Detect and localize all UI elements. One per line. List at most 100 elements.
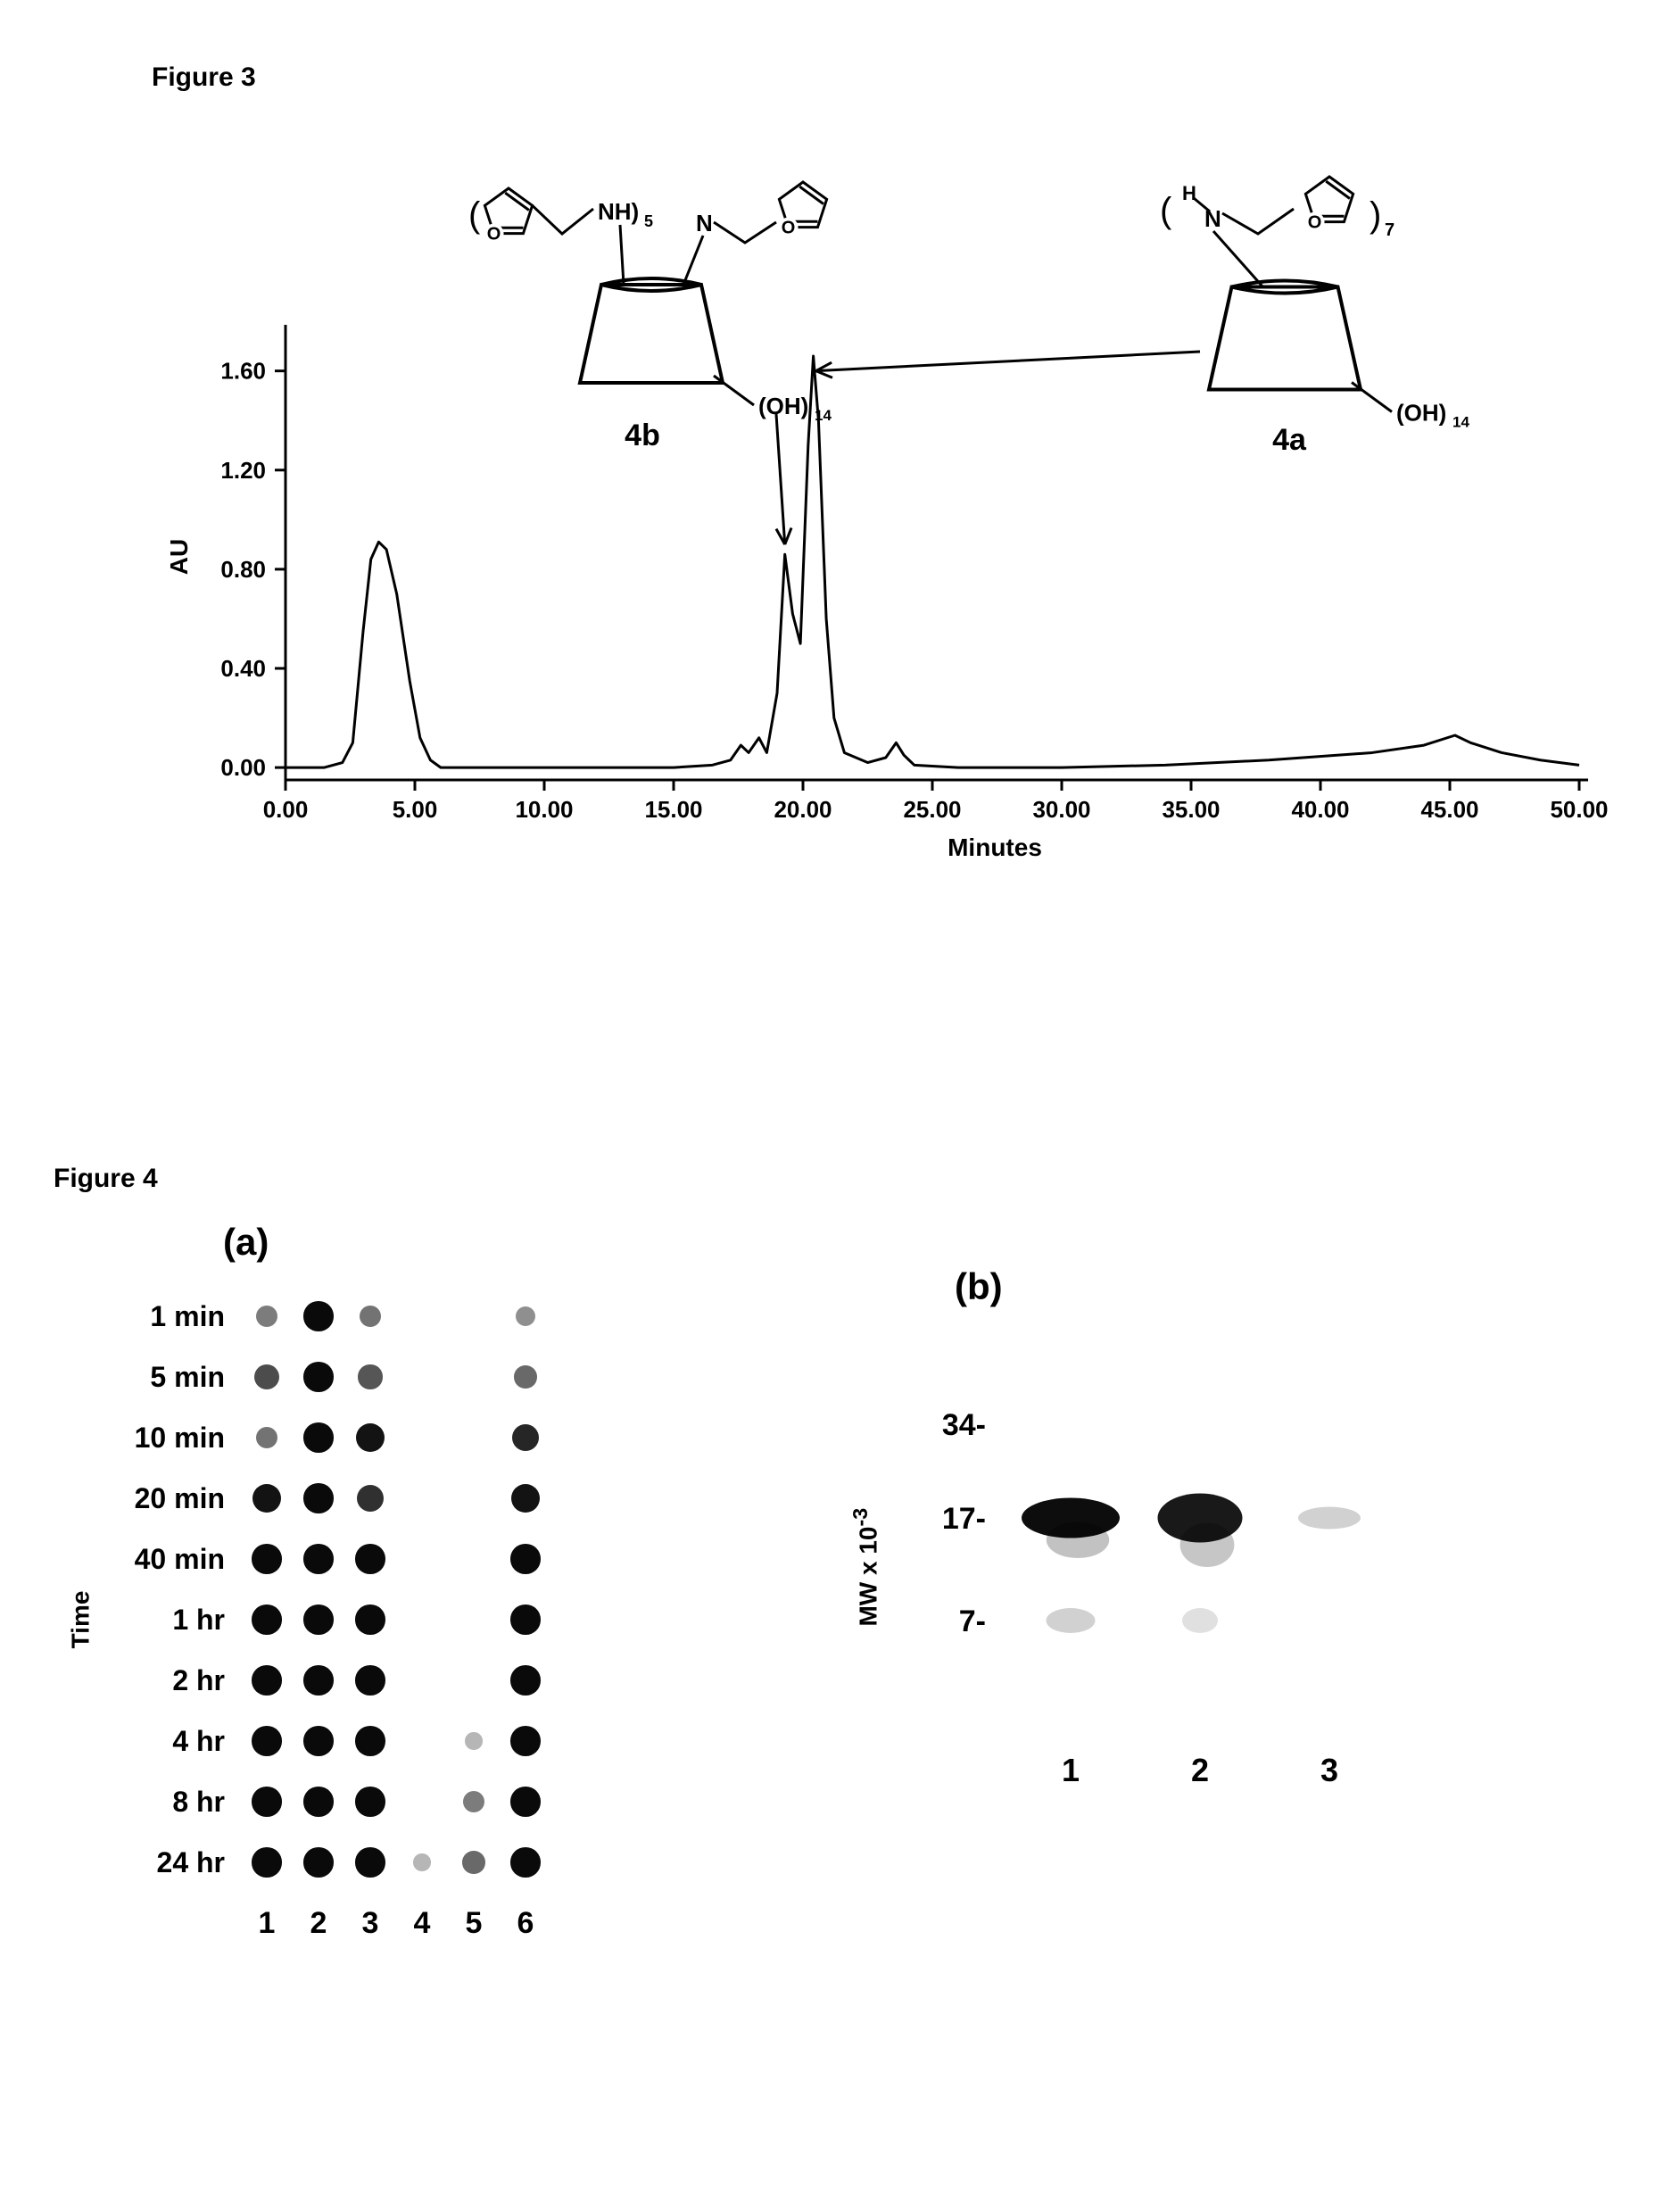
gel-image: 34-17-7-123 [901, 1362, 1615, 1808]
svg-text:25.00: 25.00 [903, 796, 961, 823]
dot-blot-row-label: 20 min [107, 1482, 241, 1515]
dot-blot-col-labels: 123456 [107, 1893, 551, 1953]
dot-blot-row: 10 min [107, 1407, 551, 1468]
dot-blot-spot [252, 1726, 281, 1755]
svg-text:50.00: 50.00 [1550, 796, 1608, 823]
svg-text:O: O [1308, 213, 1322, 233]
dot-blot-spot [254, 1364, 279, 1389]
dot-blot-spot [355, 1726, 385, 1755]
dot-blot-spot [510, 1847, 540, 1877]
dot-blot-cell [500, 1365, 551, 1389]
svg-text:AU: AU [165, 539, 193, 575]
dot-blot-cell [500, 1604, 551, 1634]
figure-4: Figure 4 (a) Time 1 min5 min10 min20 min… [54, 1164, 1624, 1953]
svg-text:7: 7 [1385, 220, 1394, 240]
chromatogram-chart: 0.000.400.801.201.600.005.0010.0015.0020… [107, 129, 1624, 932]
mw-marker-label: 17- [942, 1502, 986, 1536]
dot-blot-spot [355, 1787, 385, 1816]
svg-text:45.00: 45.00 [1420, 796, 1478, 823]
svg-text:O: O [782, 219, 796, 238]
dot-blot-cell [241, 1604, 293, 1634]
dot-blot-col-label: 6 [500, 1906, 551, 1941]
dot-blot-cell [293, 1787, 344, 1816]
dot-blot-cell [293, 1422, 344, 1452]
compound-4a-structure: (HNO)7(OH)144a [816, 177, 1470, 457]
gel-band-smear [1180, 1523, 1235, 1568]
svg-text:5: 5 [644, 212, 653, 230]
dot-blot-col-label: 2 [293, 1906, 344, 1941]
dot-blot-cell [241, 1484, 293, 1513]
dot-blot-row: 24 hr [107, 1832, 551, 1893]
dot-blot-cell [500, 1847, 551, 1877]
dot-blot-spot [252, 1787, 281, 1816]
figure-4-panel-b: (b) MW x 10-3 34-17-7-123 [839, 1265, 1624, 1808]
dot-blot-col-label: 4 [396, 1906, 448, 1941]
mw-marker-label: 34- [942, 1408, 986, 1442]
svg-text:5.00: 5.00 [393, 796, 438, 823]
dot-blot-spot [510, 1604, 540, 1634]
dot-blot-spot [303, 1604, 333, 1634]
dot-blot-spot [256, 1306, 277, 1327]
panel-a-label: (a) [223, 1221, 821, 1264]
svg-text:15.00: 15.00 [644, 796, 702, 823]
dot-blot-spot [413, 1853, 430, 1870]
dot-blot-row-label: 1 hr [107, 1604, 241, 1637]
svg-text:(: ( [1160, 191, 1172, 230]
svg-text:O: O [487, 225, 501, 245]
panel-b-label: (b) [955, 1265, 1624, 1308]
dot-blot-spot [360, 1306, 382, 1328]
svg-text:0.80: 0.80 [220, 556, 266, 583]
dot-blot-row: 1 hr [107, 1589, 551, 1650]
svg-text:(: ( [468, 195, 481, 235]
svg-text:20.00: 20.00 [774, 796, 832, 823]
dot-blot: 1 min 5 min 10 min 20 min 40 min 1 hr 2 hr 4 hr… [107, 1286, 551, 1953]
svg-text:Minutes: Minutes [948, 833, 1042, 861]
svg-text:N: N [696, 210, 713, 236]
dot-blot-spot [252, 1484, 281, 1513]
dot-blot-row-label: 4 hr [107, 1725, 241, 1758]
dot-blot-cell [500, 1787, 551, 1816]
dot-blot-cell [241, 1665, 293, 1695]
svg-text:0.00: 0.00 [263, 796, 309, 823]
dot-blot-row-label: 1 min [107, 1300, 241, 1333]
dot-blot-spot [303, 1847, 333, 1877]
dot-blot-spot [358, 1364, 382, 1389]
dot-blot-spot [303, 1362, 333, 1391]
dot-blot-row: 8 hr [107, 1771, 551, 1832]
dot-blot-cell [293, 1726, 344, 1755]
dot-blot-spot [303, 1726, 333, 1755]
dot-blot-spot [510, 1726, 540, 1755]
dot-blot-cell [241, 1544, 293, 1573]
dot-blot-cell [241, 1787, 293, 1816]
gel-band [1298, 1507, 1361, 1530]
dot-blot-spot [356, 1423, 385, 1452]
svg-text:1.60: 1.60 [220, 358, 266, 385]
dot-blot-row-label: 5 min [107, 1361, 241, 1394]
svg-text:35.00: 35.00 [1162, 796, 1220, 823]
gel-band [1182, 1608, 1218, 1633]
svg-text:0.00: 0.00 [220, 754, 266, 781]
dot-blot-row-label: 24 hr [107, 1846, 241, 1879]
dot-blot-cell [500, 1726, 551, 1755]
panel-b-yaxis-title: MW x 10-3 [848, 1508, 882, 1627]
figure-3: Figure 3 0.000.400.801.201.600.005.0010.… [54, 62, 1624, 932]
svg-text:NH): NH) [598, 198, 639, 225]
dot-blot-spot [463, 1791, 484, 1812]
figure-4-panel-a: (a) Time 1 min5 min10 min20 min40 min1 h… [54, 1221, 821, 1953]
dot-blot-spot [303, 1483, 333, 1513]
dot-blot-cell [241, 1427, 293, 1449]
dot-blot-cell [500, 1484, 551, 1513]
dot-blot-row-label: 40 min [107, 1543, 241, 1576]
dot-blot-cell [344, 1604, 396, 1634]
dot-blot-spot [355, 1604, 385, 1634]
dot-blot-spot [511, 1484, 540, 1513]
dot-blot-cell [344, 1787, 396, 1816]
dot-blot-cell [344, 1306, 396, 1328]
dot-blot-col-label: 3 [344, 1906, 396, 1941]
dot-blot-spot [252, 1604, 281, 1634]
dot-blot-spot [303, 1301, 333, 1331]
dot-blot-cell [293, 1301, 344, 1331]
gel-lane-label: 2 [1191, 1752, 1209, 1788]
dot-blot-row: 2 hr [107, 1650, 551, 1711]
dot-blot-cell [448, 1791, 500, 1812]
